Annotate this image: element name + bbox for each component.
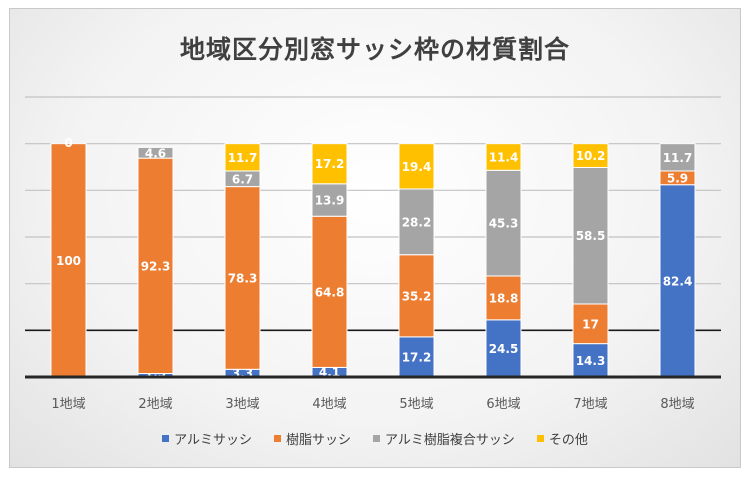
legend-label-other: その他 [548,433,588,448]
legend-swatch-resin [273,435,281,442]
bar-segment [572,166,609,305]
bar-segment [311,143,348,185]
chart-frame [9,8,741,468]
bar-segment [398,336,435,378]
bar-segment [398,143,435,190]
data-label: 11.7 [663,151,693,165]
data-label: 24.5 [489,342,519,356]
bar-segment [572,303,609,345]
data-label: 11.7 [228,151,258,165]
bar-segment [572,343,609,378]
legend-label-aluminum: アルミサッシ [174,433,252,448]
legend-label-resin: 樹脂サッシ [285,433,351,448]
data-label: 18.8 [489,291,519,305]
x-tick-label: 8地域 [660,397,694,412]
bar-segment [572,143,609,168]
legend-label-composite: アルミ樹脂複合サッシ [385,433,515,448]
legend-swatch-other [536,435,544,442]
legend-swatch-aluminum [162,435,170,442]
data-label: 17.2 [315,157,345,171]
bar-segment [224,143,261,172]
legend-swatch-composite [373,435,380,442]
data-label: 82.4 [663,274,693,288]
bar-segment [659,143,696,172]
bar-segment [398,254,435,338]
data-label: 92.3 [141,259,171,273]
data-label: 17.2 [402,350,432,364]
data-label: 28.2 [402,215,432,229]
legend-item-aluminum: アルミサッシ [162,429,252,448]
bar-segment [224,186,261,370]
x-tick-label: 3地域 [225,397,259,412]
bar-segment [311,215,348,368]
data-label: 58.5 [576,229,606,243]
bar-segment [398,188,435,256]
x-tick-label: 1地域 [51,397,85,412]
data-label: 6.7 [232,172,253,186]
data-label: 19.4 [402,160,432,174]
data-label: 5.9 [667,171,688,185]
data-label: 4.6 [145,146,166,160]
legend-item-composite: アルミ樹脂複合サッシ [373,429,515,448]
data-label: 17 [582,317,599,331]
bar-segment [485,169,522,277]
data-label: 14.3 [576,354,606,368]
x-tick-label: 4地域 [312,397,346,412]
bar-segment [485,319,522,378]
chart-title: 地域区分別窓サッシ枠の材質割合 [179,35,570,64]
bar-segment [485,143,522,171]
x-tick-label: 2地域 [138,397,172,412]
x-tick-label: 7地域 [573,397,607,412]
x-tick-label: 6地域 [486,397,520,412]
data-label: 64.8 [315,285,345,299]
data-label: 78.3 [228,271,258,285]
bar-segment [137,146,174,159]
legend-item-other: その他 [536,429,588,448]
data-label: 100 [56,254,81,268]
bar-segment [485,275,522,321]
data-label: 10.2 [576,149,606,163]
chart-legend: アルミサッシ 樹脂サッシ アルミ樹脂複合サッシ その他 [0,429,750,448]
data-label: 0 [64,136,72,150]
legend-item-resin: 樹脂サッシ [273,429,351,448]
data-label: 13.9 [315,194,345,208]
bar-segment [659,184,696,378]
data-label: 45.3 [489,217,519,231]
data-label: 11.4 [489,150,519,164]
bar-segment [137,157,174,374]
data-label: 35.2 [402,289,432,303]
x-tick-label: 5地域 [399,397,433,412]
